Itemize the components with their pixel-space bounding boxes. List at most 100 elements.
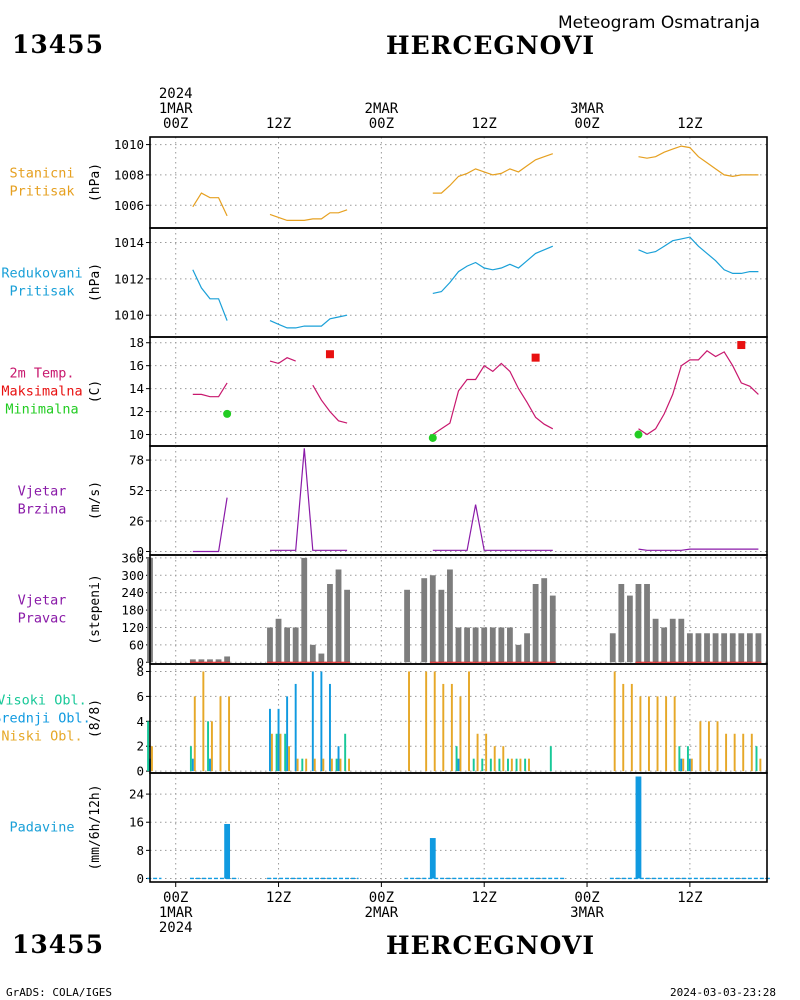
cloud-bar: [339, 758, 342, 772]
cloud-bar: [296, 758, 299, 772]
cloud-bar: [755, 746, 758, 772]
precip-bar: [224, 823, 231, 879]
series-line: [432, 245, 554, 294]
series-line: [192, 269, 228, 321]
panel-label: Redukovani: [1, 266, 82, 282]
y-tick-label: 8: [136, 664, 144, 679]
cloud-bar: [759, 758, 762, 772]
cloud-bar: [630, 683, 633, 772]
cloud-bar: [639, 696, 642, 772]
cloud-bar: [613, 671, 616, 772]
series-line: [192, 382, 228, 398]
panel-frame: [149, 445, 768, 556]
cloud-bar: [348, 758, 350, 772]
panel-label: Vjetar: [18, 484, 67, 500]
cloud-bar: [275, 733, 278, 772]
panel-label: Vjetar: [18, 593, 67, 609]
cloud-bar: [502, 746, 505, 772]
y-tick-label: 26: [129, 514, 144, 529]
y-tick-label: 24: [129, 787, 144, 802]
direction-bar: [721, 633, 728, 663]
cloud-bar: [665, 696, 668, 772]
series-line: [192, 192, 228, 217]
y-tick-label: 60: [129, 637, 144, 652]
direction-bar: [335, 569, 342, 663]
direction-bar: [678, 618, 685, 663]
cloud-bar: [725, 733, 728, 772]
y-tick-label: 0: [136, 764, 144, 779]
direction-bar: [438, 589, 445, 663]
direction-bar: [669, 618, 676, 663]
direction-bar: [489, 627, 496, 663]
y-tick-label: 6: [136, 689, 144, 704]
direction-bar: [207, 659, 213, 663]
bottom-time-tick-label: 2024: [159, 920, 193, 936]
bottom-time-tick-label: 1MAR: [159, 905, 193, 921]
series-line: [432, 153, 553, 194]
panel-label: Niski Obl.: [1, 729, 82, 745]
panel-label: Srednji Obl.: [0, 711, 91, 727]
direction-bar: [652, 618, 659, 663]
y-tick-label: 360: [121, 550, 144, 565]
series-line: [312, 384, 348, 424]
panel-clouds: 0 2 4 6 8 (8/8)Visoki Obl. Srednji Obl. Niski O…: [0, 663, 768, 779]
panel-label: Maksimalna: [1, 384, 82, 400]
y-axis-label: (mm/6h/12h): [88, 784, 103, 870]
cloud-bar: [286, 696, 289, 772]
series-line: [432, 362, 554, 436]
top-time-tick-label: 00Z: [163, 116, 188, 132]
tmax-marker: [325, 350, 334, 359]
cloud-bar: [656, 696, 659, 772]
y-tick-label: 12: [129, 404, 144, 419]
direction-bar: [189, 659, 196, 663]
y-axis-label: (hPa): [88, 163, 103, 202]
series-line: [638, 236, 759, 274]
top-time-tick-label: 1MAR: [159, 101, 193, 117]
cloud-bar: [682, 758, 685, 772]
direction-bar: [746, 633, 753, 663]
panel-label: 2m Temp.: [9, 366, 74, 382]
cloud-bar: [524, 758, 527, 772]
direction-bar: [738, 633, 745, 663]
direction-bar: [327, 583, 333, 663]
cloud-bar: [481, 758, 484, 772]
y-tick-label: 18: [129, 335, 144, 350]
y-tick-label: 240: [121, 585, 144, 600]
y-tick-label: 180: [121, 603, 144, 618]
direction-bar: [472, 627, 479, 663]
y-tick-label: 1014: [114, 235, 144, 250]
top-time-tick-label: 2024: [159, 86, 193, 102]
cloud-bar: [680, 758, 683, 772]
direction-bar: [198, 659, 205, 663]
panel-label: Visoki Obl.: [0, 693, 87, 709]
cloud-bar: [459, 696, 462, 772]
precip-bar: [635, 776, 642, 879]
direction-bar: [635, 583, 642, 663]
precip-bar: [429, 838, 436, 879]
y-tick-label: 8: [136, 843, 144, 858]
top-time-tick-label: 12Z: [677, 116, 702, 132]
direction-bar: [224, 656, 231, 663]
panel-frame: [149, 227, 768, 338]
direction-bar: [421, 578, 428, 663]
cloud-bar: [455, 746, 458, 772]
direction-bar: [267, 627, 273, 663]
cloud-bar: [301, 758, 304, 772]
panel-label: Padavine: [9, 820, 74, 836]
cloud-bar: [294, 683, 297, 772]
panel-frame: [149, 136, 768, 229]
direction-bar: [532, 583, 539, 663]
direction-bar: [644, 583, 650, 663]
tmin-marker: [223, 409, 232, 418]
direction-bar: [292, 627, 299, 663]
panel-precipitation: 0 8 16 24 (mm/6h/12h) Padavine: [9, 772, 770, 886]
direction-bar: [455, 627, 462, 663]
station-name: HERCEGNOVI: [386, 31, 596, 60]
direction-bar: [215, 659, 222, 663]
y-tick-label: 1008: [114, 167, 144, 182]
tmax-marker: [531, 353, 540, 362]
cloud-bar: [322, 758, 325, 772]
cloud-bar: [344, 733, 347, 772]
